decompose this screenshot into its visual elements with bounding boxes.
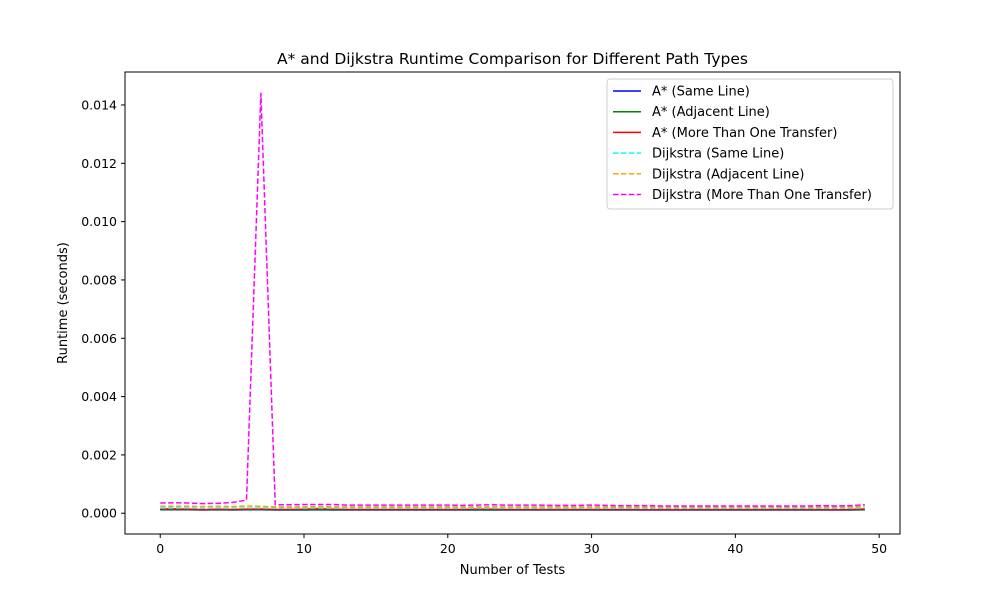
legend: A* (Same Line) A* (Adjacent Line) A* (More… <box>606 78 894 210</box>
series-line-6 <box>160 92 865 507</box>
y-tick-label: 0.014 <box>81 97 117 112</box>
legend-label-3: A* (More Than One Transfer) <box>652 126 837 141</box>
legend-label-4: Dijkstra (Same Line) <box>652 147 784 162</box>
legend-box <box>606 78 894 210</box>
chart-title: A* and Dijkstra Runtime Comparison for D… <box>277 50 748 68</box>
y-tick-label: 0.002 <box>81 447 117 462</box>
series-line-3 <box>160 507 865 511</box>
y-tick-label: 0.006 <box>81 331 117 346</box>
x-tick-label: 0 <box>156 541 164 556</box>
y-tick-label: 0.000 <box>81 506 117 521</box>
series-layer <box>160 92 865 511</box>
y-axis-label: Runtime (seconds) <box>56 242 71 364</box>
x-axis-ticks: 0 10 20 30 40 50 <box>156 534 887 556</box>
x-tick-label: 30 <box>584 541 600 556</box>
x-tick-label: 20 <box>440 541 456 556</box>
legend-items: A* (Same Line) A* (Adjacent Line) A* (More… <box>613 85 872 203</box>
legend-label-2: A* (Adjacent Line) <box>652 105 770 120</box>
x-tick-label: 10 <box>296 541 312 556</box>
y-tick-label: 0.008 <box>81 272 117 287</box>
series-line-5 <box>160 505 865 508</box>
axes-frame <box>124 71 901 535</box>
y-axis-ticks: 0.000 0.002 0.004 0.006 0.008 0.010 0.012 0.014 <box>81 97 125 521</box>
x-tick-label: 40 <box>727 541 743 556</box>
legend-label-1: A* (Same Line) <box>652 85 750 100</box>
y-tick-label: 0.012 <box>81 156 117 171</box>
y-tick-label: 0.004 <box>81 389 117 404</box>
x-axis-label: Number of Tests <box>460 563 566 578</box>
legend-label-5: Dijkstra (Adjacent Line) <box>652 167 804 182</box>
x-tick-label: 50 <box>871 541 887 556</box>
y-tick-label: 0.010 <box>81 214 117 229</box>
legend-label-6: Dijkstra (More Than One Transfer) <box>652 188 872 203</box>
